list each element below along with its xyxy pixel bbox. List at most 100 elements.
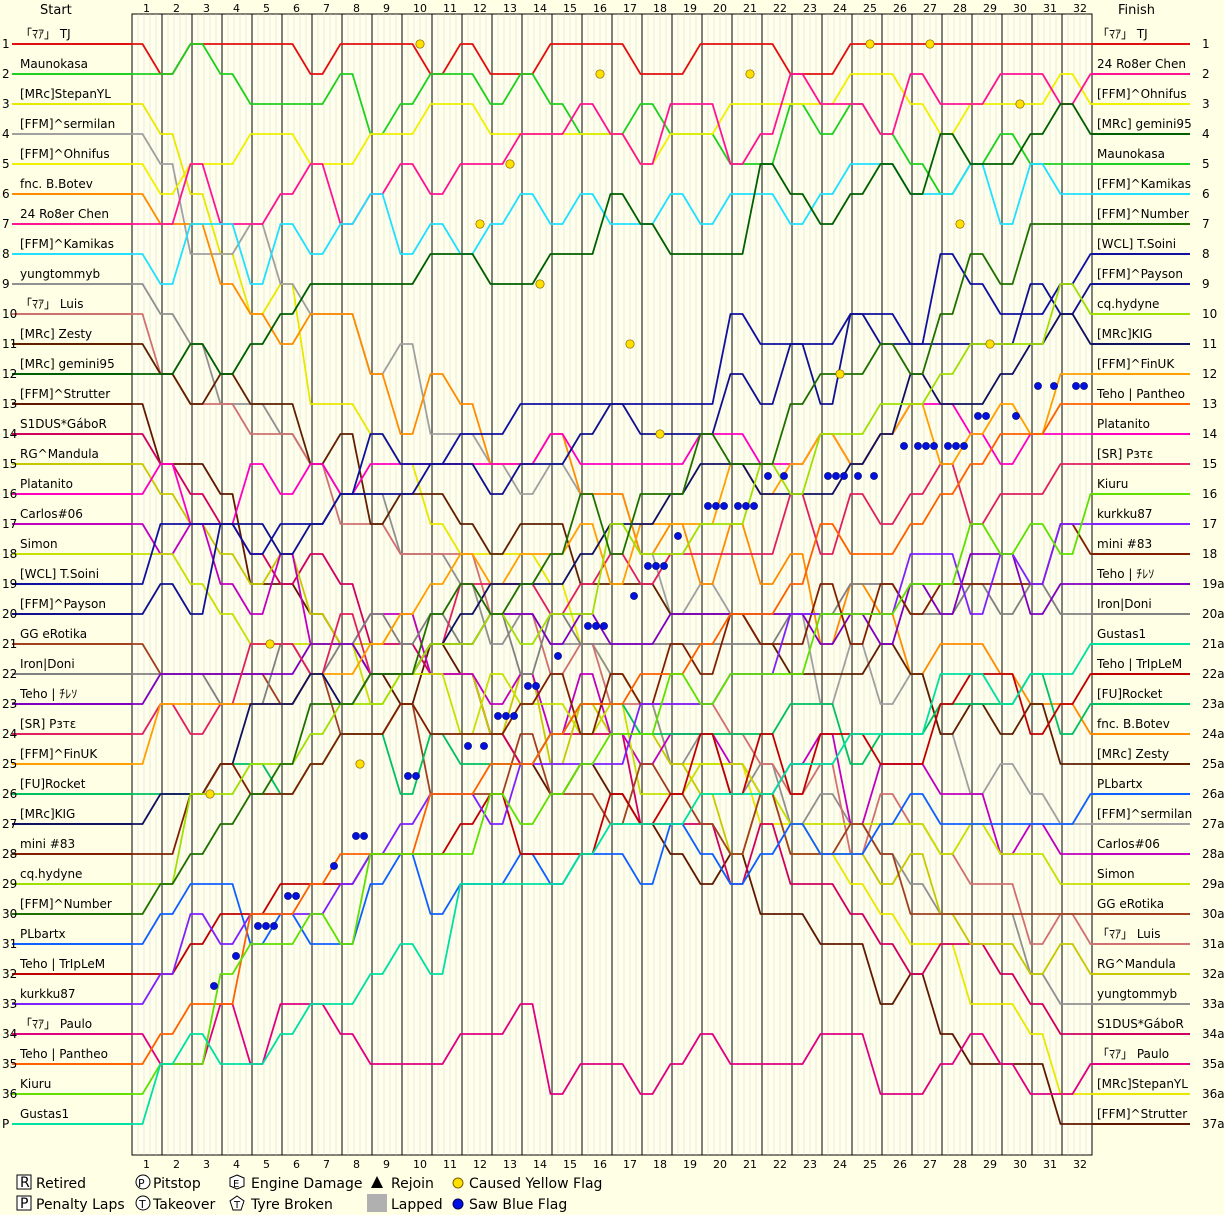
start-driver-name: kurkku87	[20, 987, 76, 1001]
finish-driver-name: [MRc] gemini95	[1097, 117, 1192, 131]
finish-position-label: 18	[1202, 547, 1217, 561]
pitstop-icon	[135, 1174, 151, 1190]
blue-flag-marker	[644, 562, 652, 570]
blue-flag-marker	[944, 442, 952, 450]
legend-pitstop: P Pitstop	[135, 1174, 201, 1192]
lap-label-bottom: 23	[803, 1158, 817, 1171]
engine-icon	[229, 1174, 245, 1190]
driver-line	[132, 493, 1092, 1095]
finish-position-label: 4	[1202, 127, 1210, 141]
blue-flag-marker	[464, 742, 472, 750]
lap-label-top: 6	[293, 2, 300, 15]
lap-label-top: 9	[383, 2, 390, 15]
start-position-label: 16	[2, 487, 17, 501]
legend-engine: E Engine Damage	[229, 1174, 363, 1192]
blue-flag-marker	[480, 742, 488, 750]
finish-position-label: 26a	[1202, 787, 1224, 801]
start-position-label: 19	[2, 577, 17, 591]
lap-label-top: 13	[503, 2, 517, 15]
lap-label-top: 12	[473, 2, 487, 15]
lap-label-bottom: 27	[923, 1158, 937, 1171]
blue-flag-marker	[1034, 382, 1042, 390]
finish-driver-name: [FFM]^Kamikas	[1097, 177, 1191, 191]
start-position-label: 35	[2, 1057, 17, 1071]
start-driver-name: Teho | Pantheo	[19, 1047, 108, 1061]
legend-retired-label: Retired	[36, 1176, 86, 1192]
driver-line	[132, 103, 1092, 375]
blue-flag-marker	[900, 442, 908, 450]
finish-driver-name: Simon	[1097, 867, 1135, 881]
lap-label-bottom: 16	[593, 1158, 607, 1171]
finish-driver-name: cq.hydyne	[1097, 297, 1159, 311]
start-position-label: 18	[2, 547, 17, 561]
blue-flag-marker	[1050, 382, 1058, 390]
lap-label-top: 20	[713, 2, 727, 15]
lap-label-bottom: 19	[683, 1158, 697, 1171]
legend-yellow: Caused Yellow Flag	[452, 1176, 602, 1192]
start-position-label: 4	[2, 127, 10, 141]
takeover-icon	[135, 1195, 151, 1211]
finish-position-label: 20a	[1202, 607, 1224, 621]
finish-position-label: 33a	[1202, 997, 1224, 1011]
blue-flag-marker	[712, 502, 720, 510]
finish-driver-name: 「ﾏｱ」 Luis	[1097, 927, 1160, 941]
blue-flag-marker	[292, 892, 300, 900]
legend-tyre-label: Tyre Broken	[250, 1197, 333, 1213]
blue-flag-marker	[952, 442, 960, 450]
yellow-flag-marker	[865, 39, 875, 49]
start-driver-name: Platanito	[20, 477, 73, 491]
legend-lapped: Lapped	[367, 1194, 443, 1213]
blue-flag-marker	[360, 832, 368, 840]
lap-label-bottom: 12	[473, 1158, 487, 1171]
driver-line	[132, 163, 1092, 285]
start-driver-name: Maunokasa	[20, 57, 88, 71]
driver-line	[132, 43, 1092, 75]
finish-driver-name: 「ﾏｱ」 TJ	[1097, 27, 1148, 41]
retired-icon	[16, 1174, 32, 1190]
finish-driver-name: [MRc]KIG	[1097, 327, 1152, 341]
start-position-label: 23	[2, 697, 17, 711]
tyre-icon-letter: T	[233, 1200, 241, 1211]
start-driver-name: 「ﾏｱ」 Luis	[20, 297, 83, 311]
blue-flag-marker	[330, 862, 338, 870]
yellow-flag-marker	[535, 279, 545, 289]
finish-driver-name: [MRc]StepanYL	[1097, 1077, 1188, 1091]
finish-driver-name: [WCL] T.Soini	[1097, 237, 1176, 251]
finish-position-label: 28a	[1202, 847, 1224, 861]
finish-position-label: 7	[1202, 217, 1210, 231]
lap-label-top: 4	[233, 2, 240, 15]
lap-label-top: 15	[563, 2, 577, 15]
finish-driver-name: Kiuru	[1097, 477, 1128, 491]
lap-label-top: 25	[863, 2, 877, 15]
start-position-label: 28	[2, 847, 17, 861]
finish-position-label: 35a	[1202, 1057, 1224, 1071]
lap-label-top: 16	[593, 2, 607, 15]
blue-flag-marker	[832, 472, 840, 480]
lap-label-bottom: 29	[983, 1158, 997, 1171]
yellow-flag-marker	[265, 639, 275, 649]
blue-flag-marker	[1080, 382, 1088, 390]
blue-flag-marker	[1072, 382, 1080, 390]
finish-position-label: 5	[1202, 157, 1210, 171]
lap-label-top: 31	[1043, 2, 1057, 15]
lap-label-top: 2	[173, 2, 180, 15]
blue-flag-marker	[914, 442, 922, 450]
lap-label-bottom: 20	[713, 1158, 727, 1171]
lap-label-bottom: 13	[503, 1158, 517, 1171]
start-position-label: 12	[2, 367, 17, 381]
finish-position-label: 30a	[1202, 907, 1224, 921]
legend-penalty: P Penalty Laps	[16, 1195, 125, 1213]
finish-position-label: 16	[1202, 487, 1217, 501]
lap-label-bottom: 10	[413, 1158, 427, 1171]
yellow-flag-marker	[415, 39, 425, 49]
start-position-label: 34	[2, 1027, 17, 1041]
start-position-label: 21	[2, 637, 17, 651]
finish-driver-name: S1DUS*GáboR	[1097, 1017, 1184, 1031]
finish-label: Finish	[1118, 3, 1155, 18]
position-lines	[12, 43, 1190, 1125]
rejoin-icon	[371, 1176, 383, 1188]
lap-label-bottom: 18	[653, 1158, 667, 1171]
start-driver-name: [MRc] Zesty	[20, 327, 92, 341]
start-driver-name: 「ﾏｱ」 TJ	[20, 27, 71, 41]
axis-labels: 1122334455667788991010111112121313141415…	[2, 2, 1224, 1171]
